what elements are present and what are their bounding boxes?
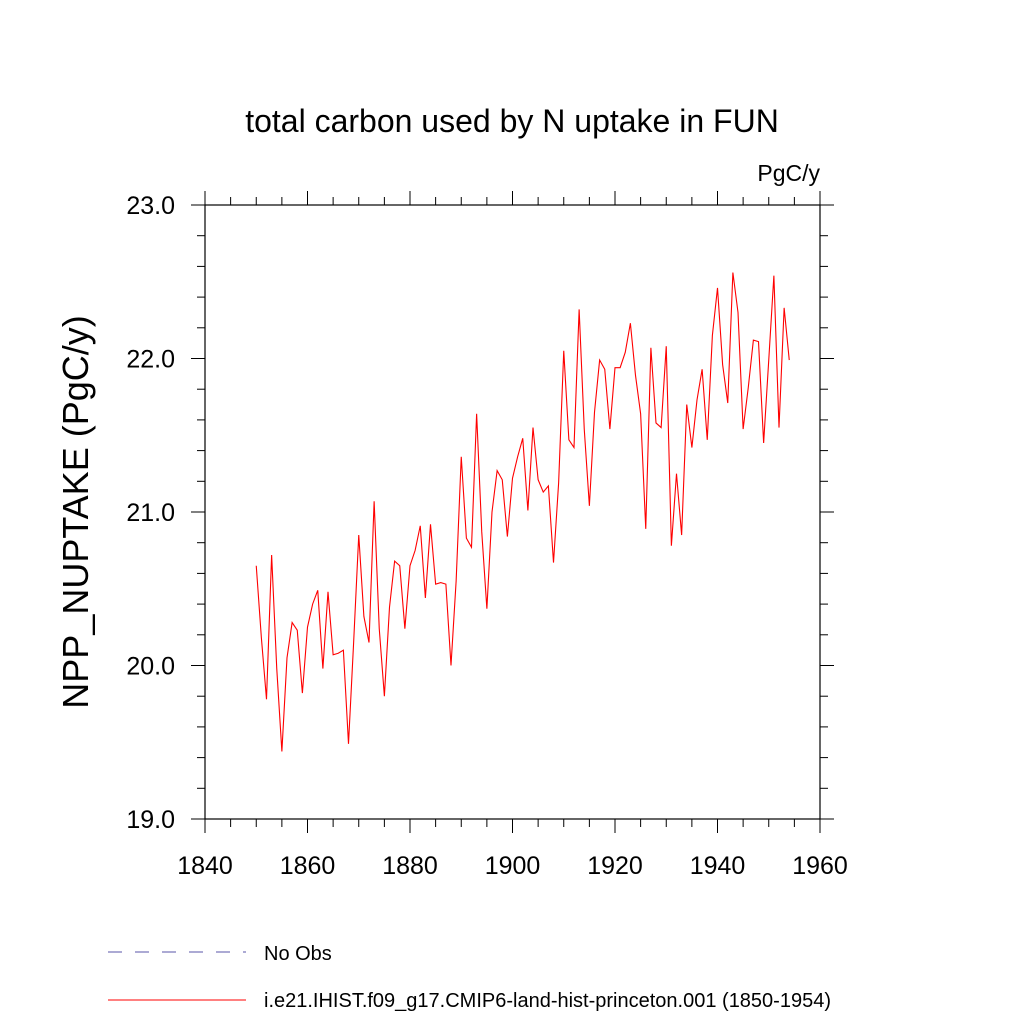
chart-title: total carbon used by N uptake in FUN: [245, 103, 779, 139]
plot-frame: [204, 204, 821, 820]
y-tick-label: 22.0: [126, 346, 175, 374]
x-tick-label: 1900: [485, 852, 541, 880]
legend-label-model-run: i.e21.IHIST.f09_g17.CMIP6-land-hist-prin…: [264, 990, 831, 1012]
x-tick-label: 1940: [690, 852, 746, 880]
x-tick-label: 1860: [280, 852, 336, 880]
x-tick-label: 1880: [382, 852, 438, 880]
x-tick-label: 1960: [792, 852, 848, 880]
axis-ticks: [191, 191, 834, 833]
legend-label-no-obs: No Obs: [264, 943, 332, 965]
y-tick-label: 19.0: [126, 806, 175, 834]
plot-border: [204, 204, 821, 820]
y-tick-label: 21.0: [126, 499, 175, 527]
y-tick-label: 23.0: [126, 192, 175, 220]
legend: No Obs i.e21.IHIST.f09_g17.CMIP6-land-hi…: [108, 943, 831, 1012]
y-axis-label: NPP_NUPTAKE (PgC/y): [55, 315, 96, 708]
units-label: PgC/y: [757, 160, 820, 186]
y-tick-labels: 19.0 20.0 21.0 22.0 23.0: [126, 192, 175, 834]
series-line-0: [255, 272, 790, 752]
series-layer: [255, 272, 790, 752]
x-tick-labels: 1840 1860 1880 1900 1920 1940 1960: [177, 852, 848, 880]
x-tick-label: 1840: [177, 852, 233, 880]
y-tick-label: 20.0: [126, 653, 175, 681]
x-tick-label: 1920: [587, 852, 643, 880]
